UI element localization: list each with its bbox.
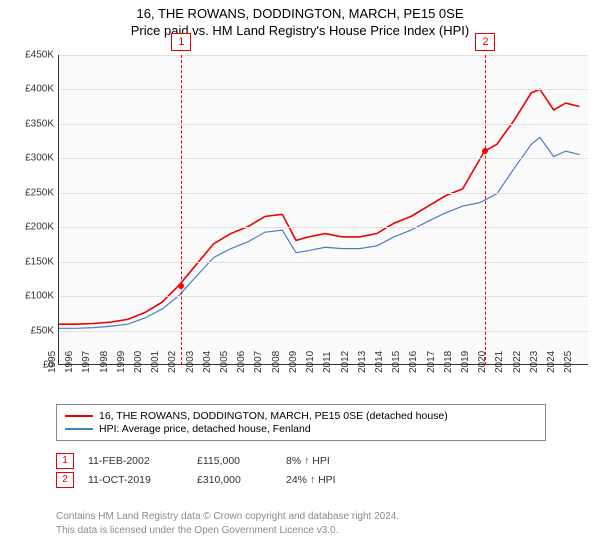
y-tick-label: £200K	[10, 222, 54, 233]
sale-row: 1 11-FEB-2002 £115,000 8% ↑ HPI	[56, 453, 546, 469]
sale-marker-line	[485, 55, 486, 365]
series-line	[59, 137, 579, 328]
legend-label: 16, THE ROWANS, DODDINGTON, MARCH, PE15 …	[99, 410, 448, 422]
sale-row-badge: 1	[56, 453, 74, 469]
legend-label: HPI: Average price, detached house, Fenl…	[99, 423, 311, 435]
sale-marker-dot	[178, 283, 184, 289]
footer-line1: Contains HM Land Registry data © Crown c…	[56, 510, 556, 524]
legend: 16, THE ROWANS, DODDINGTON, MARCH, PE15 …	[56, 404, 546, 441]
legend-row: HPI: Average price, detached house, Fenl…	[65, 423, 537, 435]
chart-container: 16, THE ROWANS, DODDINGTON, MARCH, PE15 …	[0, 0, 600, 560]
legend-row: 16, THE ROWANS, DODDINGTON, MARCH, PE15 …	[65, 410, 537, 422]
sale-marker-badge: 1	[171, 33, 191, 51]
sale-date: 11-FEB-2002	[88, 455, 183, 467]
sale-pct-vs-hpi: 24% ↑ HPI	[286, 474, 396, 486]
chart-area: £0£50K£100K£150K£200K£250K£300K£350K£400…	[10, 55, 590, 395]
y-tick-label: £400K	[10, 84, 54, 95]
sale-marker-badge: 2	[475, 33, 495, 51]
sale-row: 2 11-OCT-2019 £310,000 24% ↑ HPI	[56, 472, 546, 488]
y-tick-label: £300K	[10, 153, 54, 164]
sale-date: 11-OCT-2019	[88, 474, 183, 486]
sale-marker-line	[181, 55, 182, 365]
y-tick-label: £250K	[10, 187, 54, 198]
title-block: 16, THE ROWANS, DODDINGTON, MARCH, PE15 …	[0, 0, 600, 38]
sales-table: 1 11-FEB-2002 £115,000 8% ↑ HPI 2 11-OCT-2019…	[56, 450, 546, 491]
y-tick-label: £350K	[10, 118, 54, 129]
sale-marker-dot	[482, 148, 488, 154]
title-line2: Price paid vs. HM Land Registry's House …	[0, 23, 600, 38]
y-tick-label: £100K	[10, 291, 54, 302]
sale-price: £115,000	[197, 455, 272, 467]
footer-line2: This data is licensed under the Open Gov…	[56, 524, 556, 538]
y-tick-label: £50K	[10, 325, 54, 336]
legend-swatch	[65, 428, 93, 430]
legend-swatch	[65, 415, 93, 417]
line-series-svg	[59, 55, 588, 364]
x-tick-label: 2025	[563, 351, 589, 373]
footer-attribution: Contains HM Land Registry data © Crown c…	[56, 510, 556, 537]
plot-region: 12	[58, 55, 588, 365]
title-line1: 16, THE ROWANS, DODDINGTON, MARCH, PE15 …	[0, 6, 600, 21]
y-tick-label: £150K	[10, 256, 54, 267]
sale-pct-vs-hpi: 8% ↑ HPI	[286, 455, 396, 467]
sale-row-badge: 2	[56, 472, 74, 488]
sale-price: £310,000	[197, 474, 272, 486]
y-tick-label: £450K	[10, 50, 54, 61]
